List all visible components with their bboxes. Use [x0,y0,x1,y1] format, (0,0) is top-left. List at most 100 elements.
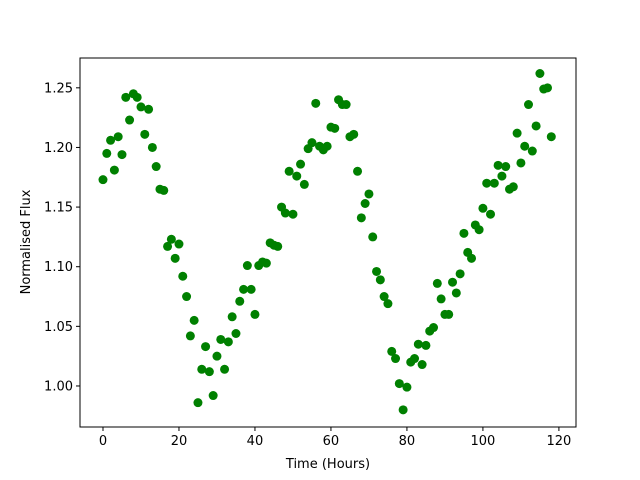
point [284,166,294,176]
point [474,225,484,235]
point [125,115,135,125]
point [387,346,397,356]
point [273,241,283,251]
point [486,209,496,219]
point [132,92,142,102]
y-tick-label: 1.10 [44,260,73,275]
point [220,364,230,374]
point [307,138,317,148]
point [383,299,393,309]
point [121,92,131,102]
point [379,292,389,302]
point [204,367,214,377]
point [398,405,408,415]
point [106,135,116,145]
point [467,253,477,263]
point [147,142,157,152]
point [208,391,218,401]
point [543,83,553,93]
point [227,312,237,322]
x-tick-label: 20 [171,434,188,449]
x-tick-label: 80 [399,434,416,449]
point [144,104,154,114]
point [372,266,382,276]
point [368,232,378,242]
point [299,179,309,189]
point [178,271,188,281]
point [231,328,241,338]
x-tick-label: 120 [546,434,571,449]
point [402,382,412,392]
y-tick-label: 1.05 [44,320,73,335]
point [174,239,184,249]
point [356,213,366,223]
point [444,309,454,319]
point [375,275,385,285]
point [239,284,249,294]
point [524,100,534,110]
point [189,315,199,325]
point [193,398,203,408]
x-tick-label: 0 [99,434,107,449]
point [493,160,503,170]
point [261,258,271,268]
y-tick-label: 1.00 [44,379,73,394]
point [201,342,211,352]
point [436,294,446,304]
point [246,284,256,294]
point [280,208,290,218]
point [497,171,507,181]
point [410,354,420,364]
point [136,102,146,112]
x-tick-label: 100 [471,434,496,449]
point [223,337,233,347]
point [341,100,351,110]
point [394,379,404,389]
point [448,277,458,287]
point [117,150,127,160]
point [163,241,173,251]
y-tick-label: 1.20 [44,141,73,156]
point [546,132,556,142]
point [140,129,150,139]
point [182,292,192,302]
plot-frame [79,57,577,428]
point [417,360,427,370]
y-axis-label: Normalised Flux [19,189,34,294]
point [451,288,461,298]
point [391,354,401,364]
point [478,203,488,213]
point [288,209,298,219]
point [322,141,332,151]
point [482,178,492,188]
point [413,339,423,349]
point [197,364,207,374]
point [250,309,260,319]
point [292,171,302,181]
point [512,128,522,138]
point [311,98,321,108]
point [349,129,359,139]
point [489,178,499,188]
point [109,165,119,175]
x-tick-label: 60 [323,434,340,449]
point [170,253,180,263]
point [531,121,541,131]
point [527,146,537,156]
point [102,148,112,158]
x-tick-label: 40 [247,434,264,449]
point [364,189,374,199]
point [235,296,245,306]
point [242,261,252,271]
point [421,340,431,350]
point [330,123,340,133]
point [535,69,545,79]
point [501,162,511,172]
point [113,132,123,142]
x-axis-label: Time (Hours) [285,457,370,472]
point [508,182,518,192]
point [296,159,306,169]
point [520,141,530,151]
point [459,228,469,238]
